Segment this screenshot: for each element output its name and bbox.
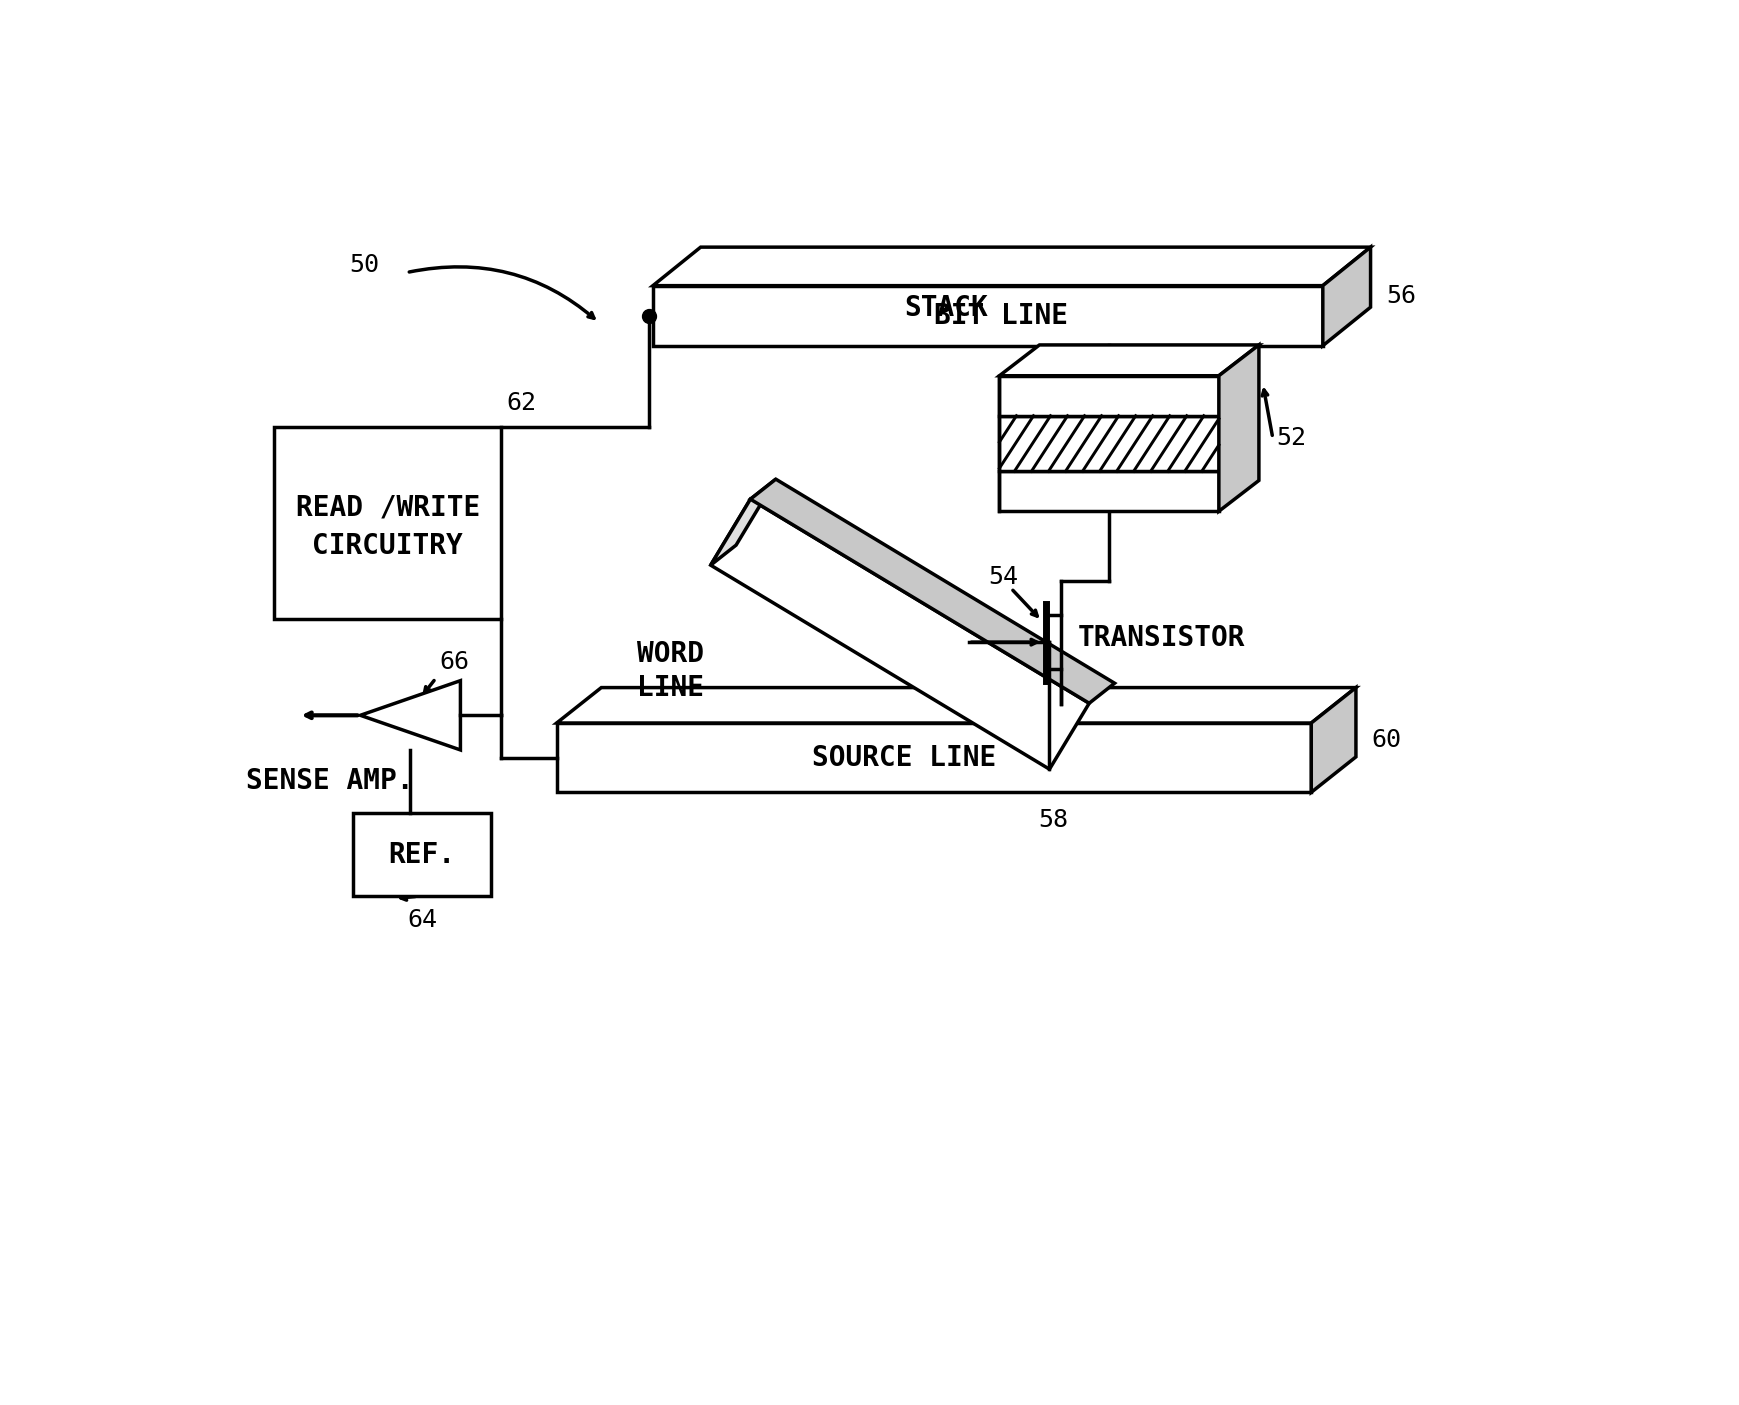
Text: REF.: REF. <box>388 840 456 868</box>
Text: 66: 66 <box>440 651 470 674</box>
Polygon shape <box>1323 247 1370 346</box>
Polygon shape <box>711 479 776 565</box>
Text: 50: 50 <box>350 253 379 277</box>
Text: 60: 60 <box>1372 728 1402 752</box>
Text: SOURCE LINE: SOURCE LINE <box>812 743 996 771</box>
Text: 54: 54 <box>988 565 1019 589</box>
Polygon shape <box>711 499 1089 769</box>
Text: 58: 58 <box>1038 808 1068 832</box>
Text: 64: 64 <box>407 908 436 932</box>
Text: 62: 62 <box>506 391 537 414</box>
Text: READ /WRITE: READ /WRITE <box>296 493 480 521</box>
Polygon shape <box>556 724 1311 792</box>
Polygon shape <box>652 285 1323 346</box>
Text: LINE: LINE <box>636 674 704 702</box>
Text: 56: 56 <box>1386 284 1416 309</box>
Text: SENSE AMP.: SENSE AMP. <box>245 767 414 795</box>
Polygon shape <box>652 247 1370 285</box>
Text: 52: 52 <box>1276 426 1306 450</box>
Text: BIT LINE: BIT LINE <box>934 302 1068 330</box>
Polygon shape <box>751 479 1115 704</box>
Polygon shape <box>1219 346 1259 511</box>
Text: STACK: STACK <box>904 294 988 322</box>
Polygon shape <box>360 680 461 750</box>
Polygon shape <box>1000 416 1219 471</box>
Text: CIRCUITRY: CIRCUITRY <box>313 532 463 561</box>
Text: WORD: WORD <box>636 639 704 667</box>
Text: TRANSISTOR: TRANSISTOR <box>1078 624 1245 652</box>
Polygon shape <box>1000 471 1219 511</box>
Polygon shape <box>1311 687 1356 792</box>
Polygon shape <box>353 813 490 896</box>
Polygon shape <box>1000 346 1259 375</box>
Polygon shape <box>556 687 1356 724</box>
Polygon shape <box>275 427 501 620</box>
Polygon shape <box>1000 375 1219 416</box>
